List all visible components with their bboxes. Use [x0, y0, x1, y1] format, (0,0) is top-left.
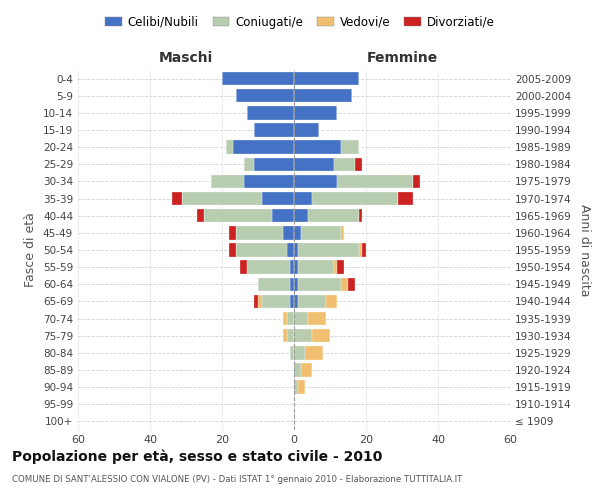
Bar [197, 209, 204, 222]
Bar [301, 364, 312, 376]
Bar [294, 364, 301, 376]
Bar [283, 312, 287, 326]
Bar [229, 244, 236, 256]
Bar [312, 329, 330, 342]
Bar [326, 294, 337, 308]
Bar [272, 209, 294, 222]
Bar [308, 312, 326, 326]
Bar [211, 174, 244, 188]
Bar [226, 140, 233, 154]
Bar [294, 329, 312, 342]
Bar [337, 174, 413, 188]
Bar [262, 192, 294, 205]
Bar [262, 294, 290, 308]
Bar [290, 278, 294, 291]
Bar [222, 72, 294, 86]
Bar [236, 226, 283, 239]
Bar [294, 260, 298, 274]
Bar [254, 158, 294, 171]
Bar [298, 294, 326, 308]
Bar [298, 244, 359, 256]
Bar [247, 260, 290, 274]
Bar [294, 158, 334, 171]
Bar [359, 209, 362, 222]
Text: Maschi: Maschi [159, 51, 213, 65]
Bar [244, 174, 294, 188]
Bar [294, 244, 298, 256]
Bar [308, 209, 359, 222]
Bar [283, 226, 294, 239]
Bar [294, 346, 305, 360]
Bar [258, 278, 290, 291]
Bar [287, 312, 294, 326]
Bar [341, 226, 344, 239]
Bar [413, 174, 420, 188]
Bar [398, 192, 413, 205]
Bar [294, 72, 359, 86]
Bar [236, 89, 294, 102]
Bar [294, 312, 308, 326]
Bar [305, 346, 323, 360]
Bar [247, 106, 294, 120]
Bar [254, 124, 294, 136]
Bar [283, 329, 287, 342]
Bar [334, 260, 337, 274]
Bar [359, 244, 362, 256]
Bar [337, 260, 344, 274]
Bar [298, 278, 341, 291]
Text: Popolazione per età, sesso e stato civile - 2010: Popolazione per età, sesso e stato civil… [12, 450, 382, 464]
Bar [298, 260, 334, 274]
Bar [334, 158, 355, 171]
Bar [294, 380, 298, 394]
Bar [294, 106, 337, 120]
Bar [294, 209, 308, 222]
Bar [287, 244, 294, 256]
Bar [348, 278, 355, 291]
Bar [290, 260, 294, 274]
Bar [294, 140, 341, 154]
Bar [287, 329, 294, 342]
Y-axis label: Fasce di età: Fasce di età [25, 212, 37, 288]
Bar [258, 294, 262, 308]
Bar [204, 209, 272, 222]
Bar [290, 294, 294, 308]
Y-axis label: Anni di nascita: Anni di nascita [578, 204, 591, 296]
Bar [294, 89, 352, 102]
Bar [341, 140, 359, 154]
Bar [362, 244, 366, 256]
Bar [290, 346, 294, 360]
Bar [298, 380, 305, 394]
Bar [233, 140, 294, 154]
Legend: Celibi/Nubili, Coniugati/e, Vedovi/e, Divorziati/e: Celibi/Nubili, Coniugati/e, Vedovi/e, Di… [100, 11, 500, 34]
Text: Femmine: Femmine [367, 51, 437, 65]
Bar [236, 244, 287, 256]
Bar [294, 124, 319, 136]
Bar [229, 226, 236, 239]
Bar [254, 294, 258, 308]
Bar [294, 192, 312, 205]
Text: COMUNE DI SANT'ALESSIO CON VIALONE (PV) - Dati ISTAT 1° gennaio 2010 - Elaborazi: COMUNE DI SANT'ALESSIO CON VIALONE (PV) … [12, 475, 463, 484]
Bar [172, 192, 182, 205]
Bar [294, 226, 301, 239]
Bar [312, 192, 398, 205]
Bar [294, 174, 337, 188]
Bar [294, 294, 298, 308]
Bar [355, 158, 362, 171]
Bar [294, 278, 298, 291]
Bar [182, 192, 262, 205]
Bar [240, 260, 247, 274]
Bar [301, 226, 341, 239]
Bar [341, 278, 348, 291]
Bar [244, 158, 254, 171]
